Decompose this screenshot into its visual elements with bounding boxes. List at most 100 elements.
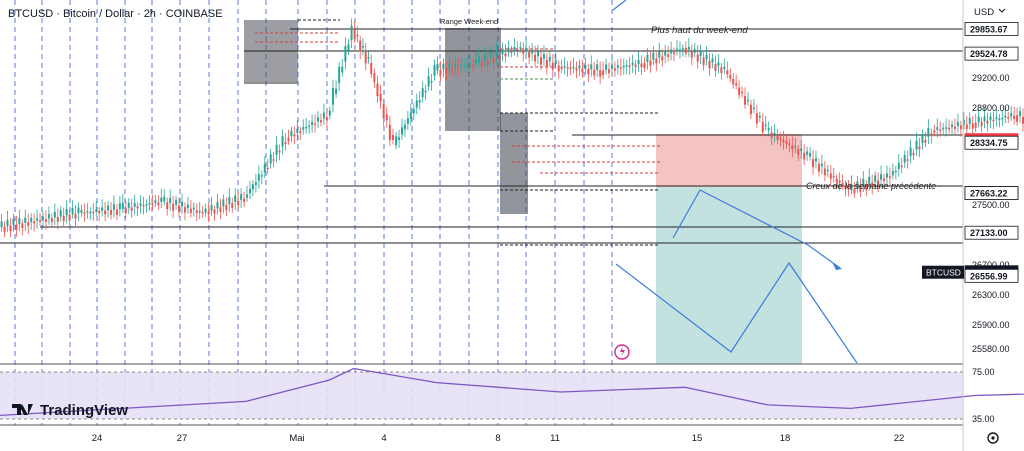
candle-body (714, 64, 717, 71)
candle-body (788, 143, 791, 145)
lightning-icon (620, 346, 625, 357)
candle-body (658, 51, 661, 58)
candle-body (204, 208, 207, 213)
candle-body (752, 107, 755, 110)
candle-body (180, 201, 183, 207)
candle-body (356, 34, 359, 37)
candle-body (640, 63, 643, 68)
candle-body (331, 87, 334, 105)
range-box-weekend (445, 28, 501, 131)
candle-body (9, 225, 12, 232)
candle-body (572, 66, 575, 69)
candle-body (566, 67, 569, 69)
candle-body (510, 51, 513, 53)
projection-arrow-2 (615, 261, 858, 364)
candle-body (24, 217, 27, 223)
currency-button[interactable] (970, 3, 996, 19)
candle-body (296, 128, 299, 134)
candle-body (797, 149, 800, 155)
candle-body (962, 119, 965, 126)
candle-body (548, 56, 551, 62)
candle-body (240, 194, 243, 200)
candle-body (959, 125, 962, 130)
time-axis: 24 27 Mai 4 8 11 15 18 22 (92, 433, 905, 444)
candle-body (965, 124, 968, 130)
candle-body (980, 121, 983, 127)
candle-body (726, 70, 729, 75)
candle-body (744, 96, 747, 105)
candle-body (148, 202, 151, 205)
candle-body (448, 63, 451, 69)
candle-body (723, 66, 726, 69)
candle-body (974, 122, 977, 128)
candle-body (65, 208, 68, 216)
candle-body (593, 69, 596, 76)
candle-body (850, 184, 853, 191)
candle-body (912, 152, 915, 156)
candle-body (311, 121, 314, 126)
candle-body (263, 164, 266, 173)
price-label-box (964, 135, 1019, 150)
candle-body (758, 115, 761, 118)
candle-body (921, 133, 924, 144)
candle-body (480, 61, 483, 67)
price-label: 27663.22 (970, 189, 1008, 199)
candle-body (27, 222, 30, 226)
candle-body (257, 174, 260, 181)
candle-body (382, 104, 385, 119)
candle-body (216, 201, 219, 209)
candle-body (353, 29, 356, 40)
candle-body (322, 112, 325, 119)
candle-body (948, 127, 951, 130)
candle-body (0, 221, 3, 228)
gear-icon[interactable] (987, 432, 999, 444)
candle-body (578, 65, 581, 69)
candle-body (749, 104, 752, 115)
candle-body (1010, 113, 1013, 117)
candle-body (308, 125, 311, 128)
chevron-down-icon[interactable] (998, 8, 1006, 13)
candle-body (652, 52, 655, 60)
candle-body (272, 159, 275, 161)
candle-body (474, 60, 477, 64)
candle-body (880, 174, 883, 180)
time-tick-label: 24 (92, 433, 103, 444)
candle-body (977, 116, 980, 123)
candle-body (720, 67, 723, 74)
candle-body (471, 64, 474, 66)
candle-body (183, 207, 186, 213)
candle-body (933, 130, 936, 133)
candle-body (531, 49, 534, 54)
candle-body (379, 93, 382, 102)
price-axis: 29200.00 28800.00 27500.00 26700.00 26300.00… (922, 22, 1019, 424)
candle-body (702, 57, 705, 66)
candle-body (607, 69, 610, 74)
price-tick-label: 26300.00 (972, 290, 1010, 300)
candle-body (678, 49, 681, 51)
candle-body (545, 60, 548, 68)
candle-body (1019, 111, 1022, 117)
candle-body (101, 207, 104, 211)
projection-arrow-1 (672, 189, 841, 269)
prev-week-low-annotation: Creux de la semaine précédente - (806, 181, 942, 191)
price-label: 26556.99 (970, 271, 1008, 281)
candle-body (590, 64, 593, 70)
candle-body (243, 198, 246, 202)
candle-body (936, 127, 939, 130)
candle-body (761, 121, 764, 133)
candle-body (36, 218, 39, 221)
logo-text: TradingView (40, 402, 128, 419)
candle-body (599, 70, 602, 77)
candle-body (166, 202, 169, 210)
candle-body (924, 139, 927, 143)
candle-body (829, 173, 832, 179)
candle-body (696, 54, 699, 62)
candle-body (136, 206, 139, 209)
candle-body (39, 220, 42, 222)
price-label-box (964, 186, 1019, 200)
candle-body (95, 209, 98, 212)
candle-body (817, 163, 820, 172)
candle-body (519, 47, 522, 49)
